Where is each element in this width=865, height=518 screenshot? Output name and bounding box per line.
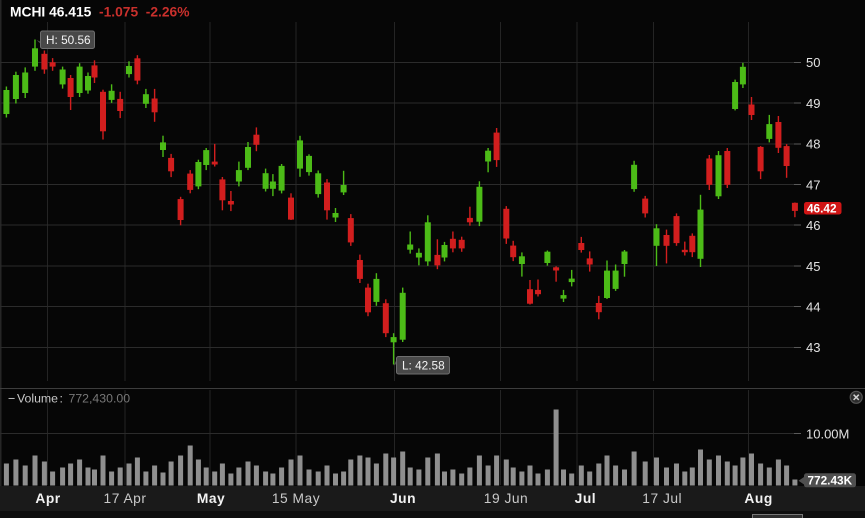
- svg-text:H: 50.56: H: 50.56: [46, 33, 91, 47]
- svg-text:17 Jul: 17 Jul: [642, 491, 682, 506]
- svg-text:Apr: Apr: [35, 491, 60, 506]
- svg-text:Jun: Jun: [390, 491, 416, 506]
- svg-text:-1.075 -2.26%: -1.075 -2.26%: [99, 5, 190, 20]
- svg-text::: :: [60, 392, 63, 406]
- svg-text:19 Jun: 19 Jun: [484, 491, 528, 506]
- svg-text:45: 45: [806, 259, 820, 274]
- svg-text:Aug: Aug: [744, 491, 772, 506]
- svg-text:Jul: Jul: [575, 491, 596, 506]
- svg-text:46.42: 46.42: [807, 201, 837, 215]
- svg-text:772,430.00: 772,430.00: [69, 392, 131, 406]
- svg-text:43: 43: [806, 340, 820, 355]
- svg-text:L: 42.58: L: 42.58: [402, 359, 445, 373]
- svg-text:46: 46: [806, 218, 820, 233]
- svg-text:50: 50: [806, 55, 820, 70]
- svg-text:May: May: [197, 491, 225, 506]
- svg-text:48: 48: [806, 137, 820, 152]
- svg-text:15 May: 15 May: [272, 491, 320, 506]
- svg-text:Volume: Volume: [17, 392, 58, 406]
- svg-text:10.00M: 10.00M: [806, 426, 849, 441]
- svg-text:772.43K: 772.43K: [808, 473, 853, 487]
- svg-text:49: 49: [806, 96, 820, 111]
- svg-text:MCHI 46.415: MCHI 46.415: [10, 5, 92, 20]
- svg-text:47: 47: [806, 177, 820, 192]
- svg-text:17 Apr: 17 Apr: [104, 491, 147, 506]
- svg-text:44: 44: [806, 300, 820, 315]
- svg-text:−: −: [8, 392, 15, 406]
